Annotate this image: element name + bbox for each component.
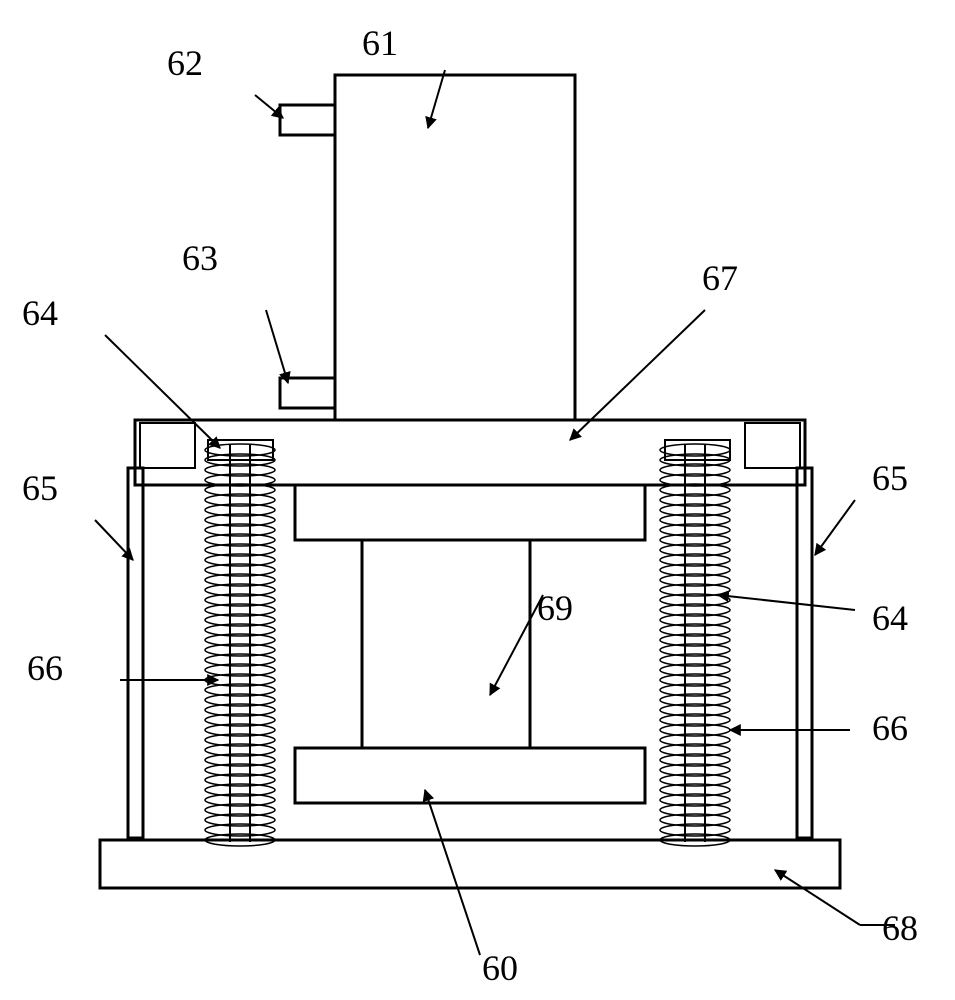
bolt-top-right [745, 423, 800, 468]
cap-top-right [665, 440, 730, 460]
arrow-a63 [266, 310, 288, 383]
sample-69 [362, 540, 530, 748]
arrow-a65R [815, 500, 855, 555]
arrow-a64L [105, 335, 220, 448]
bolt-top-left [140, 423, 195, 468]
cap-top-left [208, 440, 273, 460]
label-l61: 61 [362, 23, 398, 63]
spring-right [660, 444, 730, 846]
inner-top-block [295, 485, 645, 540]
label-l66L: 66 [27, 648, 63, 688]
label-l66R: 66 [872, 708, 908, 748]
nub-62 [280, 105, 335, 135]
arrow-a64R [718, 595, 855, 610]
arrow-a60 [425, 790, 480, 955]
arrow-a61 [428, 70, 445, 128]
label-l62: 62 [167, 43, 203, 83]
label-l64R: 64 [872, 598, 908, 638]
label-l65R: 65 [872, 458, 908, 498]
post-left-65 [128, 468, 143, 838]
post-right-65 [797, 468, 812, 838]
label-l67: 67 [702, 258, 738, 298]
label-l68: 68 [882, 908, 918, 948]
label-l60: 60 [482, 948, 518, 988]
bottom-inner-60 [295, 748, 645, 803]
label-l65L: 65 [22, 468, 58, 508]
base-plate-68 [100, 840, 840, 888]
body-61 [335, 75, 575, 420]
label-l69: 69 [537, 588, 573, 628]
label-l63: 63 [182, 238, 218, 278]
arrow-a69 [490, 595, 543, 695]
spring-left [205, 444, 275, 846]
label-l64L: 64 [22, 293, 58, 333]
arrow-a68 [775, 870, 860, 925]
